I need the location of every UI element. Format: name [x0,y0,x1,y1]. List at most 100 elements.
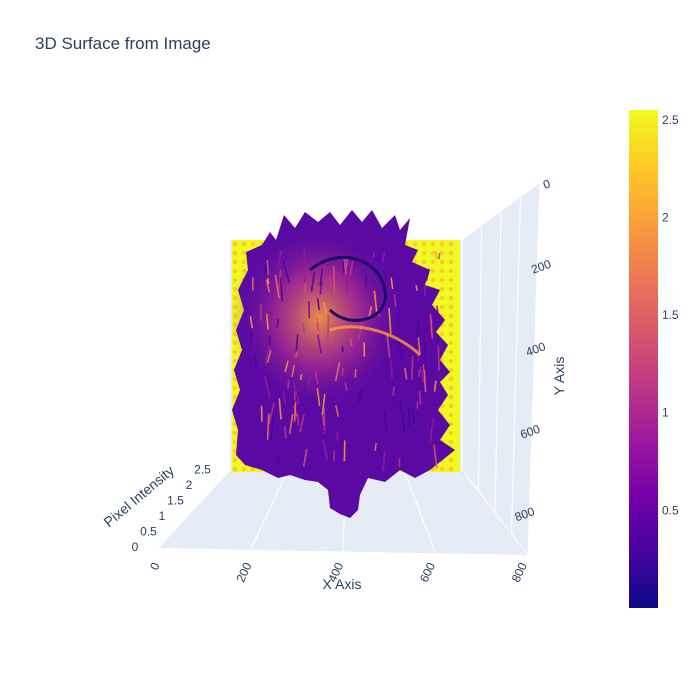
surface-streak [373,290,378,314]
surface-streak [343,256,347,275]
surface-streak [323,424,326,435]
surface-streak [390,360,393,379]
surface-texel [448,250,454,256]
surface-streak [291,364,295,378]
surface-streak [429,417,435,443]
surface-streak [319,268,324,286]
surface-plot [220,210,460,518]
grid-line [478,225,482,492]
surface-texel [439,259,445,265]
surface-streak [426,418,431,432]
surface-texel [430,241,436,247]
surface-streak [349,338,353,347]
surface-streak [268,402,275,425]
surface-streak [316,298,321,311]
surface-streak [274,274,280,299]
surface-streak [310,271,316,292]
surface-texel [421,250,427,256]
colorbar-ticks: 0.5 1 1.5 2 2.5 [662,113,679,518]
surface-streak [381,252,386,264]
surface-texel [448,304,454,310]
surface-texel [448,268,454,274]
surface-streak [314,371,319,385]
surface-texel [448,394,454,400]
surface-texel [448,322,454,328]
surface-streak [392,386,395,396]
surface-streak [423,364,427,392]
surface-texel [250,466,256,472]
surface-streak [382,451,386,472]
surface-texel [448,331,454,337]
surface-streak [290,424,295,433]
grid-line [403,469,436,554]
surface-streak [410,407,416,425]
surface-texel [421,241,427,247]
surface-streak [264,345,271,366]
surface-streak [357,388,363,404]
surface-texel [232,466,238,472]
x-tick-label: 200 [233,560,254,584]
z-tick-label: 2 [186,478,193,492]
colorbar-gradient [629,110,658,608]
surface-texel [448,349,454,355]
surface-streak [433,444,438,469]
surface-texel [448,403,454,409]
surface-streak [276,454,280,462]
z-tick-label: 2.5 [194,463,211,477]
surface-texel [232,457,238,463]
surface-texel [232,241,238,247]
surface-streak [299,374,303,380]
surface-streak [316,388,321,407]
colorbar-tick-label: 0.5 [662,503,679,517]
surface-streak [295,334,299,352]
surface-streak [334,404,340,418]
surface-streak [401,410,406,434]
z-tick-label: 0.5 [140,525,157,539]
surface-streak [383,412,388,434]
surface-texel [448,376,454,382]
y-tick-label: 800 [513,504,537,524]
surface-streak [438,252,441,260]
surface-streak [398,339,403,361]
surface-texel [430,277,436,283]
surface-streak [435,251,438,260]
surface-texel [439,277,445,283]
surface-streak [265,279,271,293]
surface-texel [448,358,454,364]
surface-streak [264,376,271,398]
y-tick-label: 0 [541,176,552,192]
surface-streak [417,369,421,377]
surface-streak [249,316,254,329]
surface-streak [302,449,308,467]
surface-streak [303,275,307,285]
surface-streak [302,322,306,334]
surface-streak [322,415,326,426]
surface-streak [393,293,397,308]
surface-streak [282,260,290,284]
surface-streak [388,307,392,335]
surface-streak [266,413,270,440]
surface-streak [303,249,307,266]
surface-streak [303,282,307,292]
surface-streak [407,406,411,428]
surface-streak [332,265,336,294]
grid-line [511,197,521,534]
z-axis-ticks: 00.511.522.5 [132,463,212,555]
surface-streak [353,255,357,269]
surface-streak [417,337,421,354]
surface-texel [439,286,445,292]
surface-streak [341,367,344,377]
surface-streak [436,305,439,313]
surface-streak [284,360,289,372]
surface-streak [386,333,391,358]
y-tick-label: 600 [518,422,542,442]
surface-texel [232,250,238,256]
surface-streak [287,380,290,389]
surface-texel [439,268,445,274]
z-tick-label: 1 [159,509,166,523]
surface-texel [448,295,454,301]
surface-streak [316,334,323,354]
colorbar: 0.5 1 1.5 2 2.5 [629,110,679,608]
